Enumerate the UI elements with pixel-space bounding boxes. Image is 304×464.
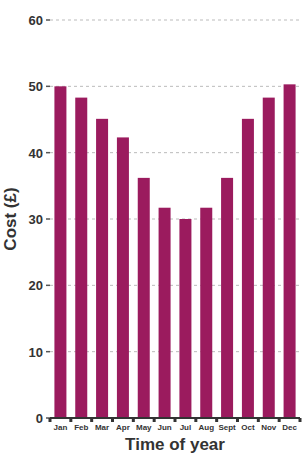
y-tick-label: 20 — [29, 278, 43, 293]
x-tick-label: Oct — [241, 423, 255, 432]
x-tick — [132, 418, 135, 422]
y-tick — [46, 19, 50, 21]
x-tick — [278, 418, 281, 422]
bar — [200, 208, 212, 418]
x-tick — [69, 418, 72, 422]
x-tick — [111, 418, 114, 422]
chart: 0 10 20 30 40 50 60 Jan Feb Mar Apr May Jun Jul Aug Sep… — [0, 0, 304, 464]
y-tick — [46, 351, 50, 353]
bar — [138, 178, 150, 418]
grid-line — [50, 285, 300, 286]
x-tick — [215, 418, 218, 422]
x-tick — [153, 418, 156, 422]
y-tick-label: 30 — [29, 212, 43, 227]
x-tick-label: Mar — [95, 423, 109, 432]
y-tick-label: 50 — [29, 79, 43, 94]
y-tick-label: 0 — [36, 411, 43, 426]
bar — [96, 119, 108, 418]
x-tick-label: Jan — [54, 423, 68, 432]
bar — [263, 98, 275, 418]
grid-line — [50, 20, 300, 21]
y-tick — [46, 285, 50, 287]
y-tick — [46, 86, 50, 88]
x-tick-label: May — [136, 423, 152, 432]
x-tick-label: Apr — [116, 423, 130, 432]
bar — [179, 219, 191, 418]
x-tick — [257, 418, 260, 422]
grid-line — [50, 351, 300, 352]
x-tick — [174, 418, 177, 422]
x-tick-label: Nov — [261, 423, 277, 432]
x-tick — [236, 418, 239, 422]
y-tick-label: 40 — [29, 146, 43, 161]
x-tick-label: Jul — [180, 423, 192, 432]
bar — [221, 178, 233, 418]
grid-line — [50, 152, 300, 153]
bars — [54, 84, 295, 418]
y-tick — [46, 152, 50, 154]
bar — [159, 208, 171, 418]
grid-line — [50, 86, 300, 87]
bar — [284, 84, 296, 418]
y-tick — [46, 218, 50, 220]
grid-line — [50, 219, 300, 220]
x-tick-label: Jun — [157, 423, 171, 432]
y-tick-label: 10 — [29, 345, 43, 360]
x-tick — [49, 418, 52, 422]
x-tick-label: Aug — [198, 423, 214, 432]
y-axis-label: Cost (£) — [1, 187, 20, 250]
bar — [242, 119, 254, 418]
x-axis-label: Time of year — [125, 435, 225, 454]
y-tick-label: 60 — [29, 13, 43, 28]
x-tick-label: Sept — [218, 423, 236, 432]
bar — [54, 86, 66, 418]
x-tick-label: Dec — [282, 423, 297, 432]
bar — [75, 98, 87, 418]
x-tick — [299, 418, 302, 422]
x-tick — [90, 418, 93, 422]
x-tick — [194, 418, 197, 422]
x-tick-label: Feb — [74, 423, 88, 432]
bar — [117, 137, 129, 418]
